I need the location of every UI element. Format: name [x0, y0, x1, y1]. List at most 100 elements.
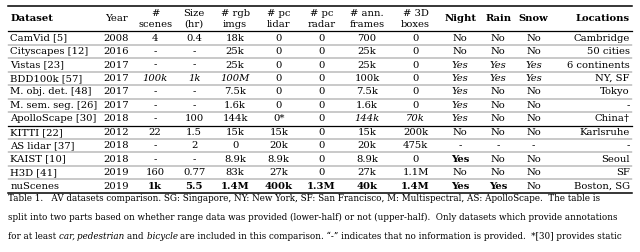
Text: # pc
lidar: # pc lidar [267, 9, 291, 28]
Text: split into two parts based on whether range data was provided (lower-half) or no: split into two parts based on whether ra… [8, 213, 617, 222]
Text: 18k: 18k [226, 34, 244, 43]
Text: -: - [458, 141, 462, 150]
Text: 100k: 100k [355, 74, 380, 83]
Text: Yes: Yes [452, 74, 468, 83]
Text: 20k: 20k [358, 141, 376, 150]
Text: 700: 700 [357, 34, 376, 43]
Text: -: - [532, 141, 535, 150]
Text: No: No [491, 87, 506, 97]
Text: 4: 4 [152, 34, 159, 43]
Text: Night: Night [444, 14, 476, 23]
Text: Boston, SG: Boston, SG [573, 181, 630, 191]
Text: No: No [526, 114, 541, 123]
Text: 0: 0 [318, 155, 324, 164]
Text: No: No [491, 34, 506, 43]
Text: Yes: Yes [452, 114, 468, 123]
Text: 0: 0 [318, 168, 324, 177]
Text: Yes: Yes [451, 155, 469, 164]
Text: -: - [193, 155, 196, 164]
Text: 100M: 100M [220, 74, 250, 83]
Text: 0: 0 [318, 114, 324, 123]
Text: 25k: 25k [226, 60, 244, 70]
Text: No: No [526, 47, 541, 56]
Text: 8.9k: 8.9k [356, 155, 378, 164]
Text: 2018: 2018 [104, 155, 129, 164]
Text: 2018: 2018 [104, 114, 129, 123]
Text: 0: 0 [276, 87, 282, 97]
Text: Yes: Yes [525, 60, 542, 70]
Text: Year: Year [105, 14, 127, 23]
Text: 0*: 0* [273, 114, 284, 123]
Text: -: - [193, 47, 196, 56]
Text: Karlsruhe: Karlsruhe [579, 128, 630, 137]
Text: -: - [154, 141, 157, 150]
Text: Rain: Rain [485, 14, 511, 23]
Text: No: No [526, 34, 541, 43]
Text: -: - [154, 60, 157, 70]
Text: No: No [491, 101, 506, 110]
Text: 400k: 400k [265, 181, 292, 191]
Text: 0.4: 0.4 [186, 34, 202, 43]
Text: 0: 0 [412, 74, 419, 83]
Text: 7.5k: 7.5k [224, 87, 246, 97]
Text: Yes: Yes [490, 74, 506, 83]
Text: KAIST [10]: KAIST [10] [10, 155, 66, 164]
Text: Yes: Yes [489, 181, 508, 191]
Text: Yes: Yes [452, 60, 468, 70]
Text: 2017: 2017 [104, 101, 129, 110]
Text: -: - [193, 101, 196, 110]
Text: Dataset: Dataset [10, 14, 53, 23]
Text: Locations: Locations [575, 14, 630, 23]
Text: 25k: 25k [358, 47, 376, 56]
Text: Yes: Yes [451, 181, 469, 191]
Text: 0: 0 [276, 34, 282, 43]
Text: No: No [526, 87, 541, 97]
Text: 475k: 475k [403, 141, 428, 150]
Text: 8.9k: 8.9k [268, 155, 290, 164]
Text: 1.5: 1.5 [186, 128, 202, 137]
Text: No: No [491, 114, 506, 123]
Text: 0: 0 [412, 47, 419, 56]
Text: 2019: 2019 [104, 168, 129, 177]
Text: Seoul: Seoul [601, 155, 630, 164]
Text: ApolloScape [30]: ApolloScape [30] [10, 114, 97, 123]
Text: # 3D
boxes: # 3D boxes [401, 9, 430, 28]
Text: 0: 0 [412, 155, 419, 164]
Text: 25k: 25k [226, 47, 244, 56]
Text: 0: 0 [276, 60, 282, 70]
Text: # ann.
frames: # ann. frames [349, 9, 385, 28]
Text: 7.5k: 7.5k [356, 87, 378, 97]
Text: 0: 0 [318, 87, 324, 97]
Text: -: - [193, 87, 196, 97]
Text: 27k: 27k [358, 168, 376, 177]
Text: M. obj. det. [48]: M. obj. det. [48] [10, 87, 92, 97]
Text: 1.3M: 1.3M [307, 181, 335, 191]
Text: 1.4M: 1.4M [221, 181, 250, 191]
Text: NY, SF: NY, SF [595, 74, 630, 83]
Text: Yes: Yes [452, 87, 468, 97]
Text: -: - [154, 114, 157, 123]
Text: 6 continents: 6 continents [567, 60, 630, 70]
Text: #
scenes: # scenes [138, 9, 172, 28]
Text: Cityscapes [12]: Cityscapes [12] [10, 47, 88, 56]
Text: 2016: 2016 [104, 47, 129, 56]
Text: No: No [491, 155, 506, 164]
Text: Table 1.   AV datasets comparison. SG: Singapore, NY: New York, SF: San Francisc: Table 1. AV datasets comparison. SG: Sin… [8, 194, 600, 203]
Text: 2: 2 [191, 141, 197, 150]
Text: 2018: 2018 [104, 141, 129, 150]
Text: No: No [491, 128, 506, 137]
Text: CamVid [5]: CamVid [5] [10, 34, 67, 43]
Text: 0: 0 [318, 60, 324, 70]
Text: No: No [491, 168, 506, 177]
Text: 40k: 40k [356, 181, 378, 191]
Text: AS lidar [37]: AS lidar [37] [10, 141, 75, 150]
Text: # pc
radar: # pc radar [307, 9, 335, 28]
Text: and: and [127, 232, 147, 241]
Text: No: No [526, 181, 541, 191]
Text: H3D [41]: H3D [41] [10, 168, 57, 177]
Text: 0: 0 [318, 141, 324, 150]
Text: -: - [154, 155, 157, 164]
Text: 100: 100 [184, 114, 204, 123]
Text: Size
(hr): Size (hr) [184, 9, 205, 28]
Text: 2017: 2017 [104, 87, 129, 97]
